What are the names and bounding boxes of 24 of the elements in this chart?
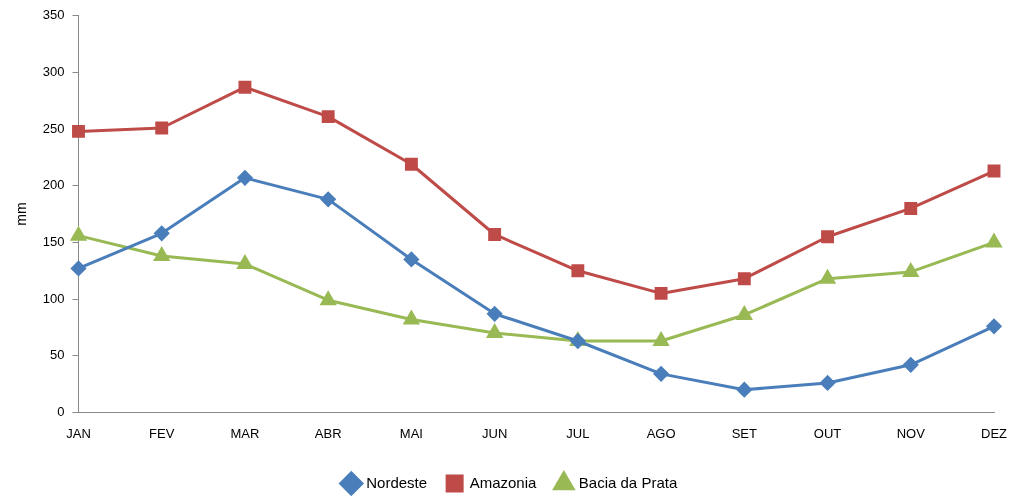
- x-tick-label: SET: [731, 425, 758, 441]
- x-tick-label: JUN: [481, 425, 508, 441]
- x-tick-label: FEV: [149, 425, 175, 441]
- legend-label: Bacia da Prata: [578, 473, 678, 491]
- y-tick-label: 200: [42, 177, 65, 193]
- legend-label: Amazonia: [469, 473, 537, 491]
- x-tick-label: NOV: [896, 425, 926, 441]
- x-tick-label: ABR: [314, 425, 342, 441]
- x-tick-label: DEZ: [981, 425, 1008, 441]
- y-tick-label: 150: [42, 234, 65, 250]
- y-tick-label: 350: [42, 7, 65, 23]
- x-tick-label: AGO: [646, 425, 676, 441]
- x-tick-label: OUT: [813, 425, 842, 441]
- y-tick-label: 0: [57, 403, 65, 419]
- y-axis-title: mm: [13, 202, 30, 226]
- y-tick-label: 50: [50, 347, 65, 363]
- x-tick-label: MAI: [399, 425, 423, 441]
- y-tick-label: 300: [42, 64, 65, 80]
- x-tick-label: JUL: [566, 425, 590, 441]
- y-tick-label: 100: [42, 290, 65, 306]
- x-tick-label: MAR: [230, 425, 260, 441]
- legend-label: Nordeste: [366, 473, 428, 491]
- x-tick-label: JAN: [66, 425, 91, 441]
- y-tick-label: 250: [42, 120, 65, 136]
